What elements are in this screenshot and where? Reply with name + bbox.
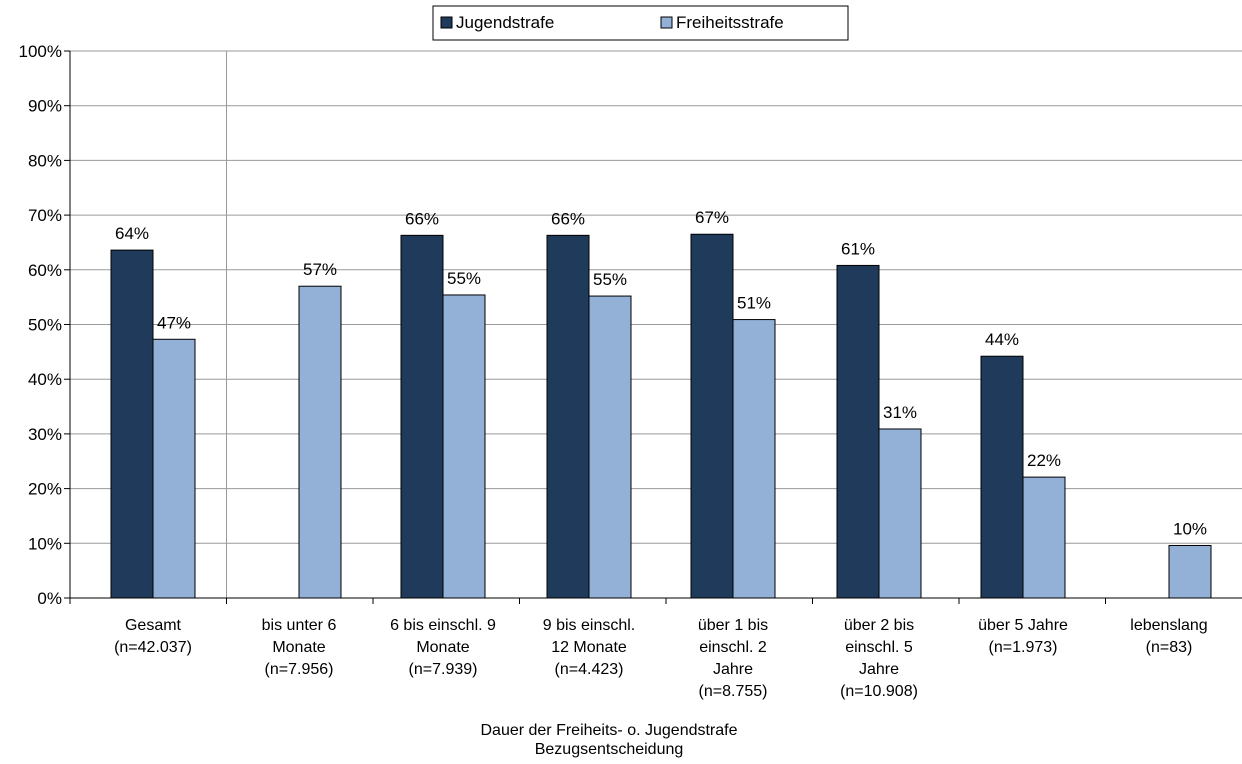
category-label: (n=10.908)	[840, 683, 918, 700]
data-label: 51%	[737, 294, 771, 313]
y-tick-label: 0%	[37, 589, 62, 608]
y-tick-label: 50%	[28, 316, 62, 335]
data-labels: 64% 66% 66% 67% 61% 44% 47% 57% 55% 55% 51% 31% 22% 1…	[115, 208, 1207, 538]
category-label: (n=7.956)	[265, 661, 334, 678]
gridlines	[70, 50, 1242, 598]
x-axis-title-line: Dauer der Freiheits- o. Jugendstrafe	[480, 722, 737, 739]
bar-jugendstrafe-5	[836, 264, 880, 599]
category-label: einschl. 5	[845, 639, 913, 656]
bars	[110, 233, 1212, 599]
data-label: 66%	[405, 209, 439, 228]
data-label: 10%	[1173, 519, 1207, 538]
y-tick-label: 10%	[28, 534, 62, 553]
data-label: 31%	[883, 403, 917, 422]
legend: Jugendstrafe Freiheitsstrafe	[432, 5, 849, 41]
category-label: Jahre	[859, 661, 899, 678]
data-label: 55%	[593, 270, 627, 289]
y-tick-label: 70%	[28, 206, 62, 225]
bar-jugendstrafe-3	[546, 234, 590, 599]
x-axis-title-line: Bezugsentscheidung	[535, 741, 684, 758]
y-tick-label: 80%	[28, 151, 62, 170]
data-label: 61%	[841, 239, 875, 258]
y-tick-label: 20%	[28, 480, 62, 499]
bar-jugendstrafe-2	[400, 234, 444, 599]
bar-freiheitsstrafe-3	[588, 295, 632, 599]
bar-freiheitsstrafe-1	[298, 285, 342, 599]
category-label: Monate	[272, 639, 325, 656]
legend-swatch-jugendstrafe	[440, 16, 453, 29]
category-labels: Gesamt (n=42.037) bis unter 6 Monate (n=7.95…	[114, 617, 1208, 700]
data-label: 47%	[157, 313, 191, 332]
bar-freiheitsstrafe-5	[878, 428, 922, 599]
bar-jugendstrafe-0	[110, 249, 154, 599]
category-label: 9 bis einschl.	[543, 617, 636, 634]
category-label: Gesamt	[125, 617, 182, 634]
y-tick-label: 40%	[28, 370, 62, 389]
y-tick-label: 60%	[28, 261, 62, 280]
category-label: über 1 bis	[698, 617, 768, 634]
category-label: (n=1.973)	[989, 639, 1058, 656]
category-label: (n=8.755)	[699, 683, 768, 700]
bar-freiheitsstrafe-6	[1022, 476, 1066, 599]
category-label: 12 Monate	[551, 639, 627, 656]
legend-label: Freiheitsstrafe	[676, 13, 784, 32]
category-label: (n=42.037)	[114, 639, 192, 656]
legend-label: Jugendstrafe	[456, 13, 554, 32]
category-label: Jahre	[713, 661, 753, 678]
category-label: einschl. 2	[699, 639, 767, 656]
category-label: über 5 Jahre	[978, 617, 1068, 634]
bar-freiheitsstrafe-2	[442, 294, 486, 599]
category-label: (n=4.423)	[555, 661, 624, 678]
bar-jugendstrafe-4	[690, 233, 734, 599]
category-label: lebenslang	[1130, 617, 1207, 634]
bar-freiheitsstrafe-4	[732, 319, 776, 599]
category-label: 6 bis einschl. 9	[390, 617, 496, 634]
data-label: 22%	[1027, 451, 1061, 470]
category-label: über 2 bis	[844, 617, 914, 634]
category-label: Monate	[416, 639, 469, 656]
data-label: 57%	[303, 260, 337, 279]
category-label: (n=83)	[1146, 639, 1193, 656]
legend-box	[432, 5, 849, 41]
bar-freiheitsstrafe-7	[1168, 544, 1212, 599]
data-label: 44%	[985, 330, 1019, 349]
data-label: 67%	[695, 208, 729, 227]
y-tick-labels: 0% 10% 20% 30% 40% 50% 60% 70% 80% 90% 100%	[19, 42, 62, 608]
data-label: 55%	[447, 269, 481, 288]
data-label: 66%	[551, 209, 585, 228]
y-tick-label: 90%	[28, 97, 62, 116]
category-label: (n=7.939)	[409, 661, 478, 678]
data-label: 64%	[115, 224, 149, 243]
legend-swatch-freiheitsstrafe	[660, 16, 673, 29]
y-tick-label: 30%	[28, 425, 62, 444]
x-axis-title: Dauer der Freiheits- o. Jugendstrafe Bezu…	[480, 722, 737, 758]
category-label: bis unter 6	[262, 617, 337, 634]
y-tick-label: 100%	[19, 42, 62, 61]
bar-freiheitsstrafe-0	[152, 338, 196, 599]
bar-jugendstrafe-6	[980, 355, 1024, 599]
